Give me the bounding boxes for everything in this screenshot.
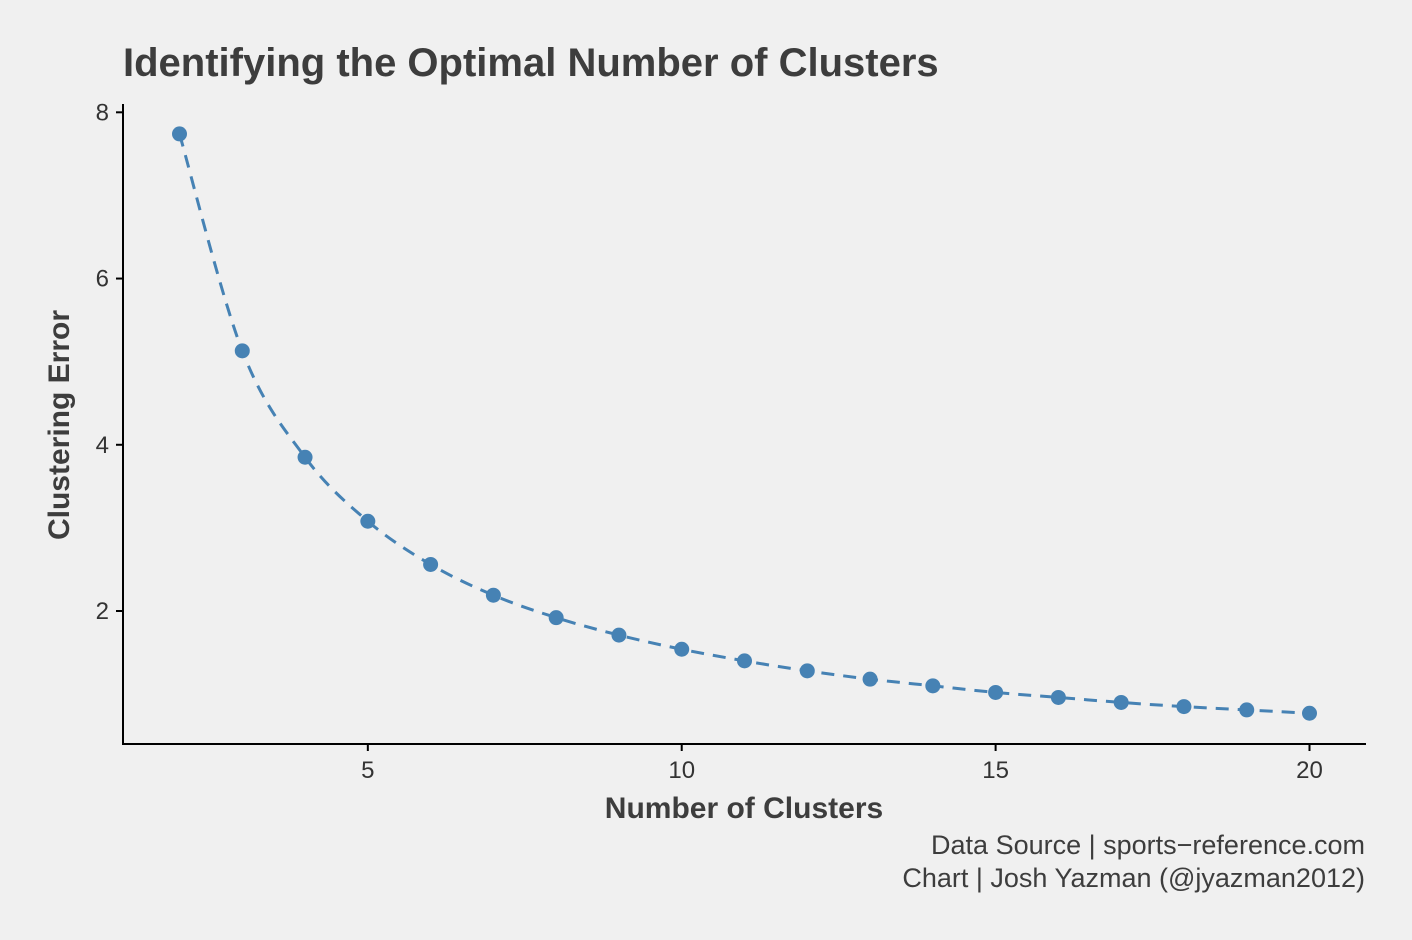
data-point <box>1113 694 1129 710</box>
x-tick-label: 15 <box>982 757 1009 784</box>
data-point <box>674 641 690 657</box>
x-tick-label: 10 <box>668 757 695 784</box>
data-point <box>172 126 187 142</box>
plot-area: 2 4 6 8 5 10 15 20 <box>96 99 1366 784</box>
data-point <box>297 449 313 465</box>
data-point <box>925 678 941 694</box>
caption-data-source: Data Source | sports−reference.com <box>931 830 1365 860</box>
data-point <box>1302 705 1317 721</box>
data-point <box>1050 689 1066 705</box>
y-tick-label: 8 <box>96 99 109 126</box>
data-point <box>737 653 752 669</box>
series-line <box>178 133 1310 715</box>
x-tick-label: 20 <box>1296 757 1323 784</box>
x-tick-label: 5 <box>361 757 374 784</box>
y-tick-label: 2 <box>96 598 109 625</box>
data-point <box>423 556 439 572</box>
data-point <box>799 663 815 679</box>
caption-chart-credit: Chart | Josh Yazman (@jyazman2012) <box>902 863 1365 893</box>
x-axis-title: Number of Clusters <box>605 792 883 825</box>
data-point <box>1239 702 1255 718</box>
data-point <box>360 513 376 529</box>
data-point <box>485 587 501 603</box>
data-point <box>611 627 627 643</box>
data-point <box>862 671 878 687</box>
y-axis-title: Clustering Error <box>43 310 76 540</box>
data-point <box>1176 699 1192 715</box>
y-tick-label: 4 <box>96 432 109 459</box>
chart-title: Identifying the Optimal Number of Cluste… <box>123 41 939 85</box>
data-point <box>548 610 564 626</box>
y-tick-label: 6 <box>96 266 109 293</box>
data-point <box>234 343 250 359</box>
data-point <box>988 684 1004 700</box>
